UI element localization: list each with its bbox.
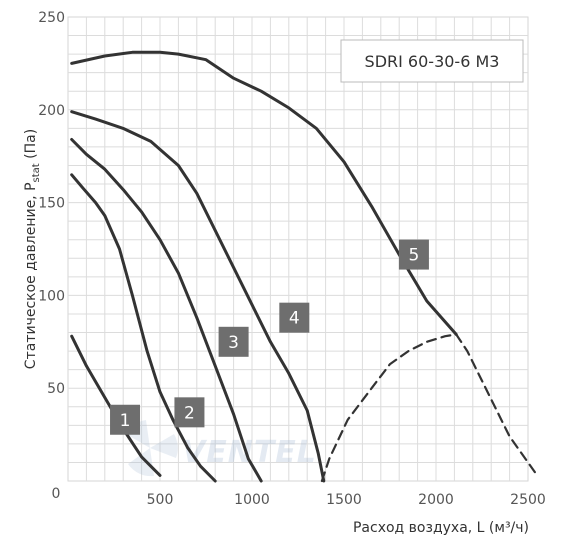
badge-box — [279, 302, 310, 333]
badge-box — [174, 397, 205, 428]
curve-badge-2: 2 — [174, 397, 205, 428]
y-tick-label: 100 — [38, 288, 65, 304]
y-axis-label-main: Статическое давление, P — [23, 182, 39, 369]
x-tick-label: 2500 — [510, 492, 546, 508]
y-tick-label: 250 — [38, 10, 65, 26]
y-axis-label: Статическое давление, Pstat (Па) — [23, 129, 42, 369]
curve-2 — [70, 173, 217, 483]
badge-label: 2 — [184, 403, 195, 423]
badge-box — [218, 326, 249, 357]
x-tick-label: 0 — [52, 486, 61, 502]
model-label-box: SDRI 60-30-6 M3 — [340, 39, 524, 83]
plot-area — [67, 16, 529, 482]
y-tick-label: 50 — [47, 381, 65, 397]
watermark-text: VENTEL — [182, 435, 317, 470]
curve-4 — [70, 110, 326, 483]
badge-label: 1 — [120, 411, 131, 431]
efficiency-boundary-line — [320, 333, 539, 483]
x-tick-label: 2000 — [418, 492, 454, 508]
badge-box — [398, 239, 429, 270]
x-tick-label: 1500 — [326, 492, 362, 508]
x-tick-label: 500 — [147, 492, 174, 508]
curve-3 — [70, 138, 263, 483]
curve-badge-5: 5 — [398, 239, 429, 270]
x-axis-label: Расход воздуха, L (м³/ч) — [353, 520, 529, 536]
x-tick-label: 1000 — [234, 492, 270, 508]
x-ticks: 0 500 1000 1500 2000 2500 — [52, 486, 546, 508]
badge-label: 4 — [289, 309, 300, 329]
badge-label: 5 — [409, 246, 420, 266]
watermark: VENTEL — [126, 420, 317, 477]
y-axis-label-unit: (Па) — [23, 129, 39, 163]
badge-box — [110, 404, 141, 435]
badge-label: 3 — [228, 333, 239, 353]
chart-title: SDRI 60-30-6 M3 — [365, 52, 500, 71]
curve-badges: 1 2 3 4 5 — [110, 239, 429, 435]
curves — [70, 50, 539, 483]
curve-badge-4: 4 — [279, 302, 310, 333]
curve-badge-3: 3 — [218, 326, 249, 357]
y-axis-label-sub: stat — [31, 163, 42, 182]
y-tick-label: 150 — [38, 196, 65, 212]
curve-badge-1: 1 — [110, 404, 141, 435]
y-ticks: 50 100 150 200 250 — [38, 10, 65, 397]
y-tick-label: 200 — [38, 103, 65, 119]
curve-5 — [70, 50, 458, 336]
